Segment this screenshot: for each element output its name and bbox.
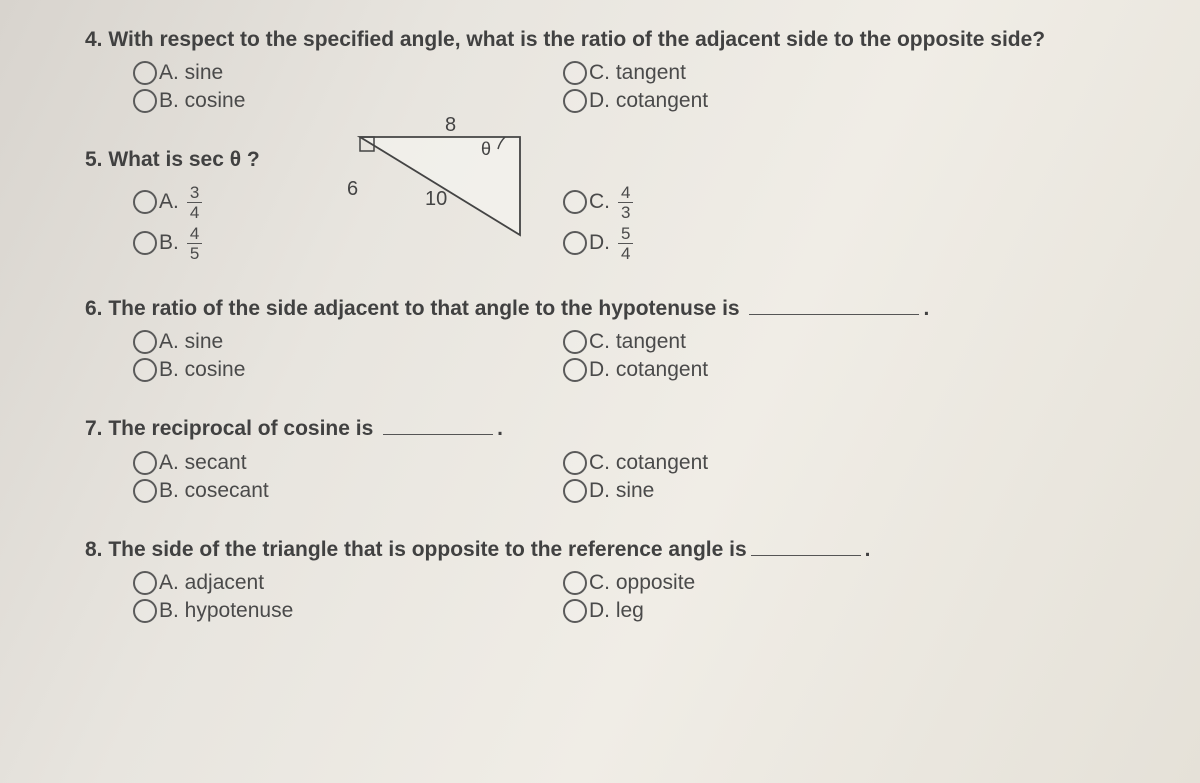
q6-option-b[interactable]: B. cosine	[133, 358, 563, 382]
radio-icon[interactable]	[133, 61, 157, 85]
fraction: 43	[618, 184, 633, 221]
radio-icon[interactable]	[563, 479, 587, 503]
q6-options: A. sine B. cosine C. tangent D. cotangen…	[133, 330, 1145, 382]
q4-option-a[interactable]: A. sine	[133, 61, 563, 85]
radio-icon[interactable]	[133, 451, 157, 475]
radio-icon[interactable]	[563, 599, 587, 623]
q8-options: A. adjacent B. hypotenuse C. opposite D.…	[133, 571, 1145, 623]
option-label: B. cosine	[159, 358, 245, 382]
q8-option-b[interactable]: B. hypotenuse	[133, 599, 563, 623]
fill-blank	[749, 314, 919, 315]
radio-icon[interactable]	[563, 330, 587, 354]
q7-prompt: 7. The reciprocal of cosine is .	[85, 414, 1145, 444]
q7-option-b[interactable]: B. cosecant	[133, 479, 563, 503]
radio-icon[interactable]	[133, 479, 157, 503]
radio-icon[interactable]	[133, 231, 157, 255]
question-5: 5. What is sec θ ? 6 8 10 θ A. 34 B. 45 …	[85, 145, 1145, 261]
q8-prompt: 8. The side of the triangle that is oppo…	[85, 535, 1145, 565]
fraction: 54	[618, 225, 633, 262]
q7-option-d[interactable]: D. sine	[563, 479, 708, 503]
q7-options: A. secant B. cosecant C. cotangent D. si…	[133, 451, 1145, 503]
q8-option-d[interactable]: D. leg	[563, 599, 695, 623]
fill-blank	[383, 434, 493, 435]
q8-option-a[interactable]: A. adjacent	[133, 571, 563, 595]
q5-option-d[interactable]: D. 54	[563, 225, 633, 262]
option-label: C. tangent	[589, 61, 686, 85]
radio-icon[interactable]	[133, 599, 157, 623]
option-label: A.	[159, 190, 179, 214]
q5-option-c[interactable]: C. 43	[563, 184, 633, 221]
option-label: C. opposite	[589, 571, 695, 595]
option-label: C.	[589, 190, 610, 214]
option-label: D. cotangent	[589, 89, 708, 113]
q5-option-b[interactable]: B. 45	[133, 225, 563, 262]
radio-icon[interactable]	[563, 61, 587, 85]
option-label: B. cosine	[159, 89, 245, 113]
option-label: B. hypotenuse	[159, 599, 293, 623]
option-label: B. cosecant	[159, 479, 269, 503]
q6-option-c[interactable]: C. tangent	[563, 330, 708, 354]
question-8: 8. The side of the triangle that is oppo…	[85, 535, 1145, 623]
q4-option-b[interactable]: B. cosine	[133, 89, 563, 113]
option-label: A. sine	[159, 61, 223, 85]
q6-option-a[interactable]: A. sine	[133, 330, 563, 354]
option-label: D. leg	[589, 599, 644, 623]
radio-icon[interactable]	[563, 451, 587, 475]
q5-options: A. 34 B. 45 C. 43 D. 54	[133, 184, 1145, 262]
radio-icon[interactable]	[133, 330, 157, 354]
q7-option-a[interactable]: A. secant	[133, 451, 563, 475]
option-label: A. secant	[159, 451, 247, 475]
option-label: D.	[589, 231, 610, 255]
question-6: 6. The ratio of the side adjacent to tha…	[85, 294, 1145, 382]
fraction: 45	[187, 225, 202, 262]
q6-option-d[interactable]: D. cotangent	[563, 358, 708, 382]
radio-icon[interactable]	[133, 571, 157, 595]
radio-icon[interactable]	[563, 571, 587, 595]
option-label: A. sine	[159, 330, 223, 354]
radio-icon[interactable]	[133, 358, 157, 382]
option-label: C. cotangent	[589, 451, 708, 475]
option-label: A. adjacent	[159, 571, 264, 595]
radio-icon[interactable]	[563, 89, 587, 113]
option-label: B.	[159, 231, 179, 255]
option-label: C. tangent	[589, 330, 686, 354]
q4-prompt: 4. With respect to the specified angle, …	[85, 25, 1145, 55]
q5-prompt: 5. What is sec θ ?	[85, 145, 1145, 175]
q8-option-c[interactable]: C. opposite	[563, 571, 695, 595]
radio-icon[interactable]	[563, 358, 587, 382]
question-4: 4. With respect to the specified angle, …	[85, 25, 1145, 113]
radio-icon[interactable]	[563, 231, 587, 255]
q6-prompt: 6. The ratio of the side adjacent to tha…	[85, 294, 1145, 324]
radio-icon[interactable]	[133, 190, 157, 214]
q4-option-c[interactable]: C. tangent	[563, 61, 708, 85]
option-label: D. cotangent	[589, 358, 708, 382]
fill-blank	[751, 555, 861, 556]
q4-option-d[interactable]: D. cotangent	[563, 89, 708, 113]
q5-option-a[interactable]: A. 34	[133, 184, 563, 221]
q4-options: A. sine B. cosine C. tangent D. cotangen…	[133, 61, 1145, 113]
option-label: D. sine	[589, 479, 654, 503]
fraction: 34	[187, 184, 202, 221]
question-7: 7. The reciprocal of cosine is . A. seca…	[85, 414, 1145, 502]
q7-option-c[interactable]: C. cotangent	[563, 451, 708, 475]
radio-icon[interactable]	[563, 190, 587, 214]
radio-icon[interactable]	[133, 89, 157, 113]
triangle-side-top: 8	[445, 117, 456, 136]
